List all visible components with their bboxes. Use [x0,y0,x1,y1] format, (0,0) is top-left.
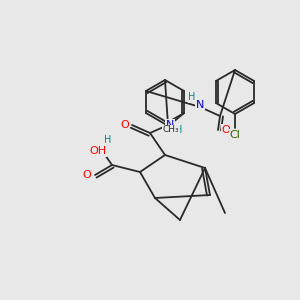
Text: Cl: Cl [230,130,240,140]
Text: H: H [175,125,183,135]
Text: O: O [222,125,230,135]
Text: OH: OH [89,146,106,156]
Text: O: O [82,170,91,180]
Text: H: H [104,135,112,145]
Text: N: N [166,120,174,130]
Text: CH₃: CH₃ [163,125,179,134]
Text: O: O [121,120,129,130]
Text: N: N [196,100,204,110]
Text: H: H [188,92,196,102]
